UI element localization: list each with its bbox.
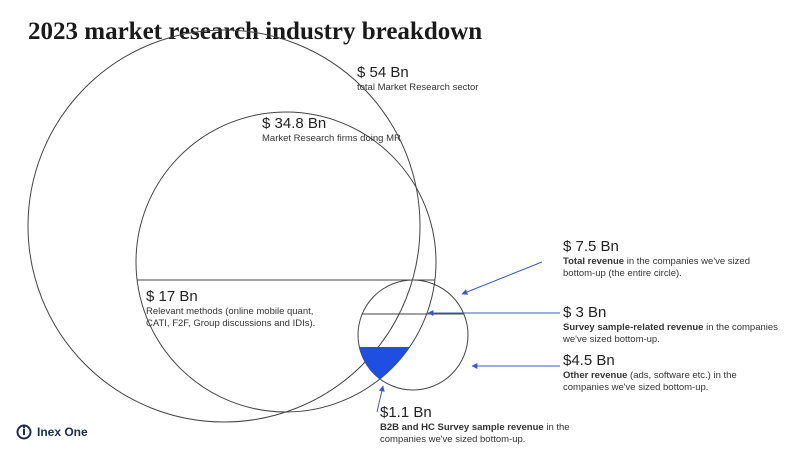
arrow-b2b-hc: [376, 385, 385, 413]
label-b2b-hc: $1.1 Bn B2B and HC Survey sample revenue…: [380, 404, 580, 445]
desc-b2b-hc-rest: in the companies we've sized bottom-up.: [380, 422, 570, 445]
desc-b2b-hc-bold: B2B and HC Survey sample revenue: [380, 422, 544, 434]
brand-logo: Inex One: [16, 424, 88, 440]
desc-survey-sample-rest: in the companies we've sized bottom-up.: [563, 322, 778, 345]
value-other-revenue: $4.5 Bn: [563, 352, 615, 369]
value-mr-firms: $ 34.8 Bn: [262, 115, 327, 132]
circle-bottom-up-total: [357, 279, 469, 391]
circle-total-sector: [27, 29, 421, 423]
desc-other-revenue-bold: Other revenue: [563, 370, 628, 382]
desc-mr-firms: Market Research firms doing MR: [262, 133, 401, 145]
desc-bottom-up-total: Total revenue in the companies we've siz…: [563, 256, 763, 279]
label-total-sector: $ 54 Bn total Market Research sector: [357, 64, 478, 94]
value-survey-sample: $ 3 Bn: [563, 304, 607, 321]
desc-total-sector: total Market Research sector: [357, 82, 479, 94]
desc-b2b-hc: B2B and HC Survey sample revenue in the …: [380, 422, 580, 445]
circle-mr-firms: [135, 111, 437, 413]
desc-survey-sample: Survey sample-related revenue in the com…: [563, 322, 783, 345]
value-total-sector: $ 54 Bn: [357, 64, 409, 81]
desc-relevant: Relevant methods (online mobile quant, C…: [146, 306, 316, 329]
brand-name: Inex One: [37, 425, 88, 439]
desc-survey-sample-bold: Survey sample-related revenue: [563, 322, 704, 334]
label-bottom-up-total: $ 7.5 Bn Total revenue in the companies …: [563, 238, 763, 279]
desc-bottom-up-total-bold: Total revenue: [563, 256, 625, 268]
value-b2b-hc: $1.1 Bn: [380, 404, 432, 421]
label-other-revenue: $4.5 Bn Other revenue (ads, software etc…: [563, 352, 773, 393]
value-relevant: $ 17 Bn: [146, 288, 198, 305]
label-survey-sample: $ 3 Bn Survey sample-related revenue in …: [563, 304, 783, 345]
value-bottom-up-total: $ 7.5 Bn: [563, 238, 619, 255]
inex-one-logo-icon: [16, 424, 32, 440]
desc-other-revenue: Other revenue (ads, software etc.) in th…: [563, 370, 773, 393]
desc-other-revenue-rest: (ads, software etc.) in the companies we…: [563, 370, 737, 393]
label-mr-firms: $ 34.8 Bn Market Research firms doing MR: [262, 115, 401, 145]
label-relevant: $ 17 Bn Relevant methods (online mobile …: [146, 288, 336, 329]
arrow-bottom-up-total: [461, 261, 543, 295]
desc-bottom-up-total-rest: in the companies we've sized bottom-up (…: [563, 256, 750, 279]
page-title: 2023 market research industry breakdown: [28, 18, 483, 45]
